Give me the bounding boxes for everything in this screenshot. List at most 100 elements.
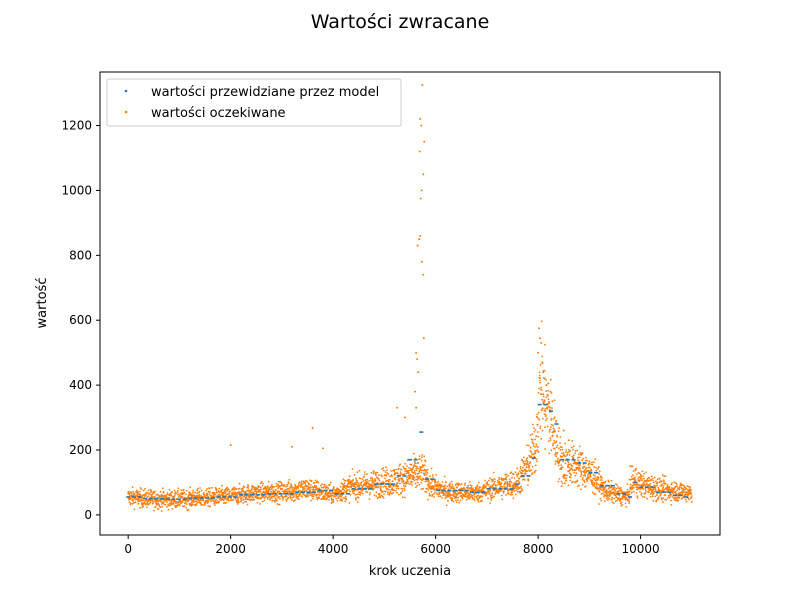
expected-point: [684, 498, 687, 501]
expected-point: [430, 467, 433, 470]
expected-point: [455, 494, 458, 497]
predicted-point: [312, 491, 317, 493]
expected-point: [546, 425, 549, 428]
expected-point: [488, 491, 490, 493]
expected-point: [539, 363, 542, 366]
predicted-point: [278, 493, 283, 495]
expected-point: [570, 446, 573, 449]
expected-point: [190, 498, 193, 501]
expected-point: [253, 498, 256, 501]
expected-point: [533, 455, 536, 458]
expected-point: [409, 473, 412, 476]
expected-point: [216, 491, 218, 494]
expected-point: [151, 500, 154, 503]
expected-point: [374, 479, 377, 482]
expected-point: [562, 452, 565, 454]
expected-point: [351, 468, 354, 470]
predicted-point: [160, 497, 164, 500]
expected-point: [220, 490, 223, 492]
expected-point: [537, 451, 540, 454]
plot-area: [100, 72, 720, 535]
expected-point: [266, 485, 269, 488]
predicted-point: [627, 496, 632, 498]
expected-point: [494, 480, 496, 483]
expected-point: [314, 479, 317, 482]
expected-point: [513, 490, 516, 493]
predicted-point: [255, 494, 260, 496]
expected-point: [569, 450, 572, 452]
expected-point: [592, 491, 594, 494]
expected-point: [593, 485, 596, 488]
x-tick-label: 10000: [621, 542, 659, 556]
predicted-point: [176, 498, 181, 501]
predicted-point: [289, 493, 294, 495]
expected-point: [361, 492, 364, 495]
expected-point: [129, 502, 132, 505]
expected-point: [255, 486, 257, 489]
expected-point: [601, 479, 603, 481]
expected-point: [653, 490, 655, 493]
predicted-point: [385, 483, 390, 485]
expected-point: [332, 500, 335, 503]
expected-point: [542, 393, 545, 396]
expected-point: [662, 485, 665, 487]
expected-point: [147, 504, 150, 506]
expected-point: [514, 471, 517, 474]
expected-point: [491, 492, 494, 495]
expected-point: [250, 491, 253, 494]
expected-point: [620, 489, 623, 491]
expected-point: [591, 479, 594, 482]
expected-point: [617, 490, 620, 492]
expected-point: [372, 472, 375, 475]
expected-point: [193, 500, 196, 503]
expected-point: [661, 474, 664, 476]
expected-point: [434, 491, 436, 494]
expected-point: [536, 431, 539, 433]
expected-point: [273, 499, 276, 502]
expected-point: [282, 496, 285, 499]
expected-point: [376, 486, 379, 489]
expected-point: [555, 434, 558, 437]
predicted-point: [222, 496, 226, 498]
x-tick-label: 6000: [420, 542, 451, 556]
expected-point: [664, 488, 666, 491]
expected-point: [527, 463, 530, 466]
expected-point: [630, 475, 633, 478]
expected-point: [423, 464, 426, 467]
expected-point: [178, 504, 181, 507]
expected-point: [261, 484, 264, 487]
expected-point: [406, 476, 408, 479]
expected-point: [319, 494, 321, 497]
expected-outlier-point: [229, 444, 232, 447]
expected-point: [654, 488, 657, 491]
expected-point: [419, 475, 422, 478]
expected-point: [296, 497, 298, 500]
expected-point: [401, 490, 404, 492]
expected-point: [578, 460, 581, 463]
expected-point: [625, 506, 628, 508]
expected-point: [437, 495, 440, 498]
expected-point: [445, 494, 447, 497]
expected-point: [388, 492, 391, 495]
expected-outlier-point: [422, 273, 425, 276]
expected-point: [285, 498, 288, 501]
expected-point: [423, 455, 426, 458]
expected-point: [656, 484, 658, 487]
expected-point: [604, 480, 607, 483]
expected-point: [524, 472, 527, 475]
expected-point: [199, 501, 202, 504]
expected-point: [308, 483, 310, 486]
expected-point: [645, 471, 647, 474]
expected-point: [365, 490, 367, 493]
expected-point: [294, 485, 297, 487]
expected-point: [421, 469, 423, 472]
expected-point: [628, 502, 631, 505]
expected-point: [403, 482, 406, 485]
y-tick-label: 600: [69, 313, 92, 327]
axes-frame: [99, 71, 721, 536]
expected-point: [588, 462, 591, 464]
expected-point: [296, 492, 299, 495]
expected-point: [382, 497, 385, 499]
expected-point: [690, 492, 693, 495]
expected-point: [599, 497, 602, 500]
